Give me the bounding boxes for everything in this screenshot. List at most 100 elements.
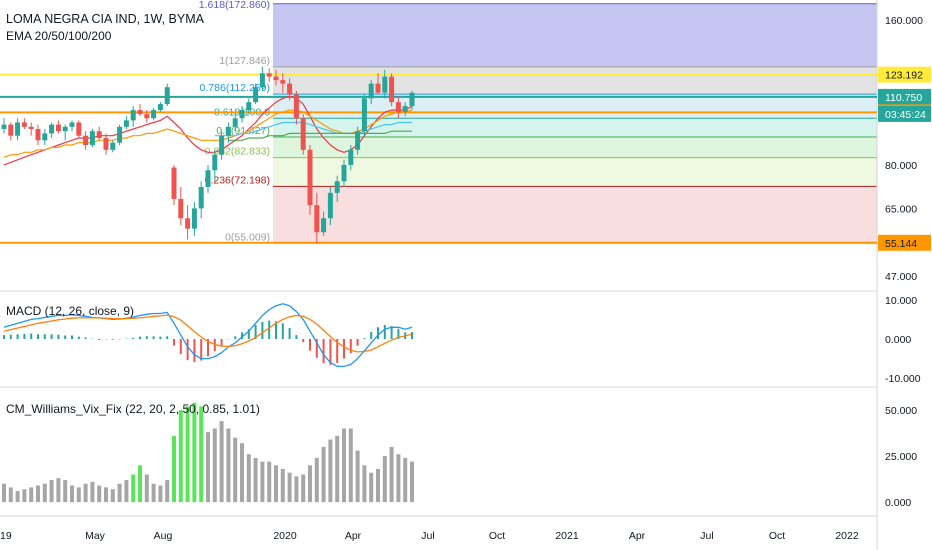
vix-fix-pane[interactable] — [2, 402, 414, 503]
candle[interactable] — [409, 92, 415, 107]
candle[interactable] — [21, 122, 27, 127]
candle[interactable] — [55, 124, 61, 132]
vix-fix-bar — [308, 465, 312, 503]
macd-histogram-bar — [173, 339, 175, 346]
vix-fix-bar — [138, 465, 142, 503]
candle[interactable] — [103, 137, 109, 150]
candle[interactable] — [205, 170, 211, 187]
candle[interactable] — [219, 135, 225, 155]
candle[interactable] — [137, 110, 143, 115]
candle[interactable] — [178, 198, 184, 219]
macd-histogram-bar — [302, 339, 305, 343]
macd-histogram-bar — [336, 339, 339, 363]
candle[interactable] — [151, 110, 157, 119]
candle[interactable] — [42, 133, 48, 141]
macd-histogram-bar — [139, 336, 141, 339]
candle[interactable] — [15, 122, 21, 136]
candle[interactable] — [191, 208, 197, 229]
candle[interactable] — [382, 76, 388, 93]
candle[interactable] — [110, 142, 116, 150]
ema-legend[interactable]: EMA 20/50/100/200 — [6, 29, 112, 43]
vix-fix-bar — [56, 478, 61, 503]
price-badge-label: 110.750 — [885, 92, 922, 104]
candle[interactable] — [273, 76, 279, 81]
candle[interactable] — [232, 118, 238, 127]
candle[interactable] — [171, 167, 177, 199]
macd-histogram-bar — [166, 336, 169, 339]
macd-histogram-bar — [30, 333, 33, 339]
macd-histogram-bar — [159, 336, 162, 339]
candle[interactable] — [368, 83, 374, 99]
price-pane[interactable] — [0, 66, 877, 244]
vix-fix-bar — [362, 465, 367, 503]
vix-fix-bar — [253, 457, 258, 503]
candle[interactable] — [246, 102, 252, 111]
vix-fix-bar — [15, 491, 20, 503]
vix-fix-bar — [63, 480, 68, 503]
candle[interactable] — [300, 118, 306, 150]
price-badge[interactable] — [878, 88, 931, 105]
candle[interactable] — [375, 83, 381, 93]
candle[interactable] — [96, 131, 102, 138]
candle[interactable] — [89, 131, 95, 145]
macd-legend[interactable]: MACD (12, 26, close, 9) — [6, 304, 135, 318]
candle[interactable] — [83, 135, 89, 145]
candle[interactable] — [361, 98, 367, 132]
candle[interactable] — [348, 149, 354, 165]
candle[interactable] — [130, 110, 136, 121]
candle[interactable] — [253, 87, 259, 103]
macd-line — [3, 303, 413, 368]
candle[interactable] — [293, 94, 299, 119]
candle[interactable] — [287, 83, 293, 95]
price-badge[interactable] — [878, 66, 931, 83]
candle[interactable] — [327, 192, 333, 219]
candle[interactable] — [49, 124, 55, 134]
candle[interactable] — [8, 124, 14, 136]
candle[interactable] — [402, 106, 408, 113]
candle[interactable] — [225, 126, 231, 136]
candle[interactable] — [239, 110, 245, 119]
candle[interactable] — [395, 102, 401, 113]
time-axis[interactable]: 19 May Aug 2020 Apr Jul Oct 2021 Apr Jul Oct 2022 — [0, 530, 859, 542]
candle[interactable] — [355, 131, 361, 150]
price-axis[interactable]: 160.000 80.000 65.000 47.000 123.192 110.750 1… — [878, 15, 931, 509]
candle[interactable] — [117, 126, 123, 143]
candle[interactable] — [259, 73, 265, 88]
candle[interactable] — [76, 122, 82, 136]
candle[interactable] — [185, 218, 191, 229]
candle[interactable] — [389, 76, 395, 103]
macd-histogram-bar — [71, 335, 73, 339]
candle[interactable] — [266, 73, 272, 77]
candle[interactable] — [28, 126, 34, 129]
candle[interactable] — [212, 154, 218, 171]
candle[interactable] — [123, 120, 129, 127]
fib-zone-1 — [273, 66, 877, 95]
vix-fix-legend[interactable]: CM_Williams_Vix_Fix (22, 20, 2, 50, 0.85… — [6, 402, 260, 416]
vix-fix-bar — [185, 406, 190, 503]
candle[interactable] — [164, 87, 170, 105]
macd-pane[interactable] — [3, 303, 413, 368]
candle[interactable] — [280, 80, 286, 84]
fib-zone-0.618 — [273, 118, 877, 138]
candle[interactable] — [334, 181, 340, 193]
candle[interactable] — [62, 126, 68, 132]
candle[interactable] — [314, 205, 320, 233]
candle[interactable] — [321, 218, 327, 233]
candle[interactable] — [69, 122, 75, 127]
time-tick-label: 19 — [0, 530, 12, 542]
price-tick-label: 47.000 — [885, 271, 917, 283]
vix-fix-bar — [314, 457, 319, 503]
candle[interactable] — [341, 164, 347, 182]
macd-histogram-bar — [343, 339, 345, 359]
symbol-title[interactable]: LOMA NEGRA CIA IND, 1W, BYMA — [6, 12, 204, 26]
candle[interactable] — [157, 104, 163, 111]
price-badge[interactable] — [878, 234, 931, 251]
fibonacci-retracement[interactable]: 1.618(172.860) 1(127.846) 0.786(112.259) 0.… — [199, 0, 877, 244]
macd-histogram-bar — [234, 336, 237, 339]
candle[interactable] — [198, 186, 204, 209]
candle[interactable] — [307, 149, 313, 206]
candle[interactable] — [144, 114, 150, 119]
candle[interactable] — [35, 128, 41, 141]
candle[interactable] — [1, 124, 7, 129]
vix-fix-bar — [212, 428, 217, 503]
